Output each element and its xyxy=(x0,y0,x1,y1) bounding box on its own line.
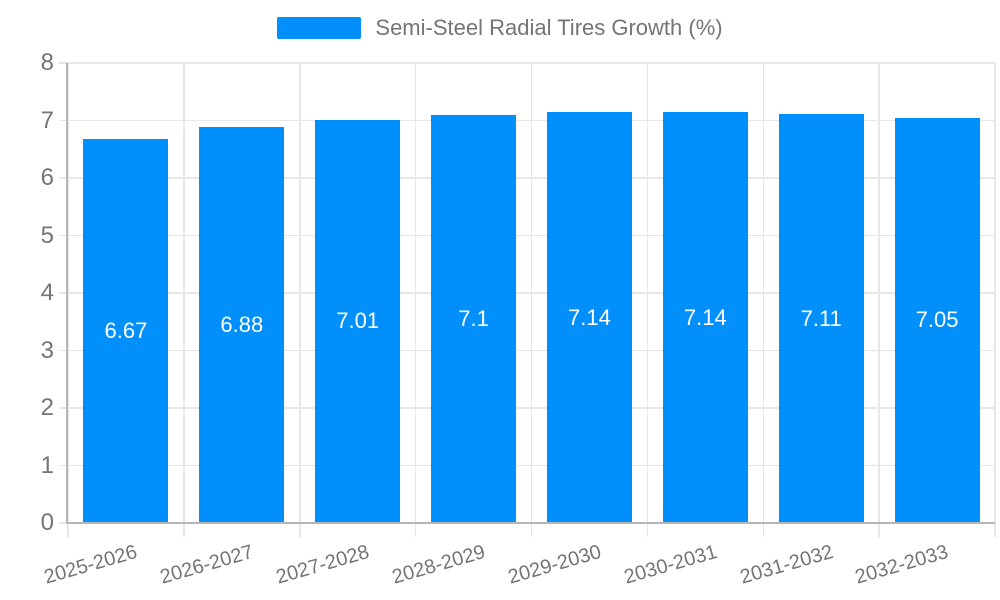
x-axis-tick xyxy=(299,523,301,537)
x-axis-label: 2032-2033 xyxy=(853,541,952,589)
x-axis-tick xyxy=(994,523,996,537)
y-axis-tick xyxy=(59,177,68,179)
y-axis-label: 3 xyxy=(40,336,54,364)
bar[interactable] xyxy=(199,127,285,523)
x-axis-label: 2029-2030 xyxy=(505,541,604,589)
y-axis-label: 0 xyxy=(40,509,54,536)
y-axis-label: 2 xyxy=(40,394,54,421)
y-axis-line xyxy=(66,63,68,523)
bar[interactable] xyxy=(894,117,980,523)
x-axis-tick xyxy=(530,523,533,537)
y-axis-tick xyxy=(59,522,68,524)
legend-swatch-icon xyxy=(277,17,362,39)
x-axis-tick xyxy=(414,523,417,537)
y-axis-tick xyxy=(59,119,68,122)
legend[interactable]: Semi-Steel Radial Tires Growth (%) xyxy=(0,0,1000,56)
x-axis-tick xyxy=(762,523,764,537)
x-gridline xyxy=(530,63,533,523)
x-gridline xyxy=(646,63,649,523)
bar[interactable] xyxy=(83,139,169,523)
y-axis-tick xyxy=(59,234,68,237)
x-axis-line xyxy=(66,522,995,524)
bar[interactable] xyxy=(431,114,517,523)
x-gridline xyxy=(762,63,764,523)
x-gridline xyxy=(414,63,417,523)
x-axis-tick xyxy=(183,523,185,537)
bar[interactable] xyxy=(662,112,748,523)
y-axis-tick xyxy=(59,464,68,467)
bar[interactable] xyxy=(546,112,632,523)
y-axis-label: 1 xyxy=(40,451,54,479)
y-axis-label: 5 xyxy=(40,221,54,249)
bar[interactable] xyxy=(315,119,401,523)
y-axis-tick xyxy=(59,292,68,294)
y-axis-label: 4 xyxy=(40,279,54,306)
x-gridline xyxy=(994,63,996,523)
y-axis-label: 7 xyxy=(40,106,54,134)
x-axis-tick xyxy=(878,523,880,537)
x-axis-label: 2027-2028 xyxy=(273,541,372,589)
y-axis-tick xyxy=(59,349,68,352)
x-axis-label: 2026-2027 xyxy=(157,541,256,589)
x-axis-label: 2028-2029 xyxy=(389,541,488,589)
y-axis-tick xyxy=(59,407,68,409)
legend-label: Semi-Steel Radial Tires Growth (%) xyxy=(375,15,723,40)
x-axis-label: 2031-2032 xyxy=(737,541,836,589)
x-axis-label: 2030-2031 xyxy=(621,541,720,589)
x-axis-tick xyxy=(646,523,649,537)
x-gridline xyxy=(878,63,880,523)
y-axis-tick xyxy=(59,62,68,64)
y-axis-label: 8 xyxy=(40,49,54,76)
x-gridline xyxy=(67,63,69,523)
x-axis-tick xyxy=(67,523,69,537)
y-axis-label: 6 xyxy=(40,164,54,191)
x-axis-label: 2025-2026 xyxy=(41,541,141,589)
bar[interactable] xyxy=(778,114,864,523)
x-gridline xyxy=(299,63,301,523)
x-gridline xyxy=(183,63,185,523)
